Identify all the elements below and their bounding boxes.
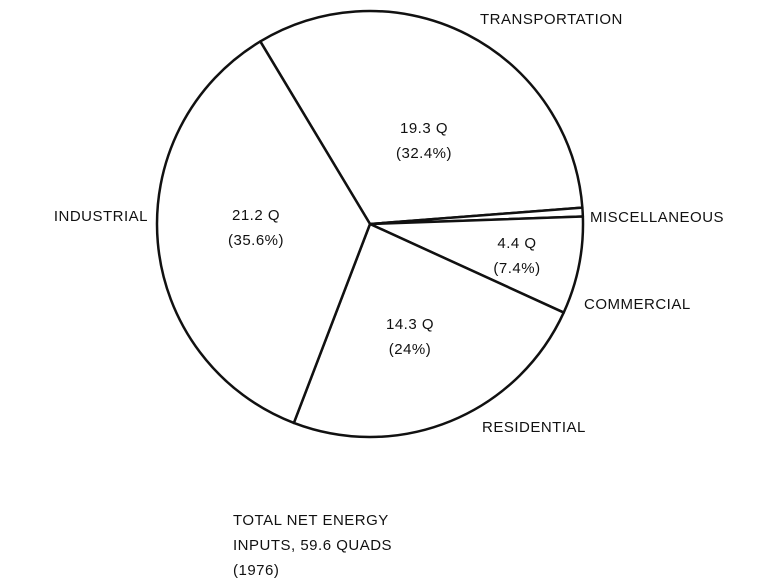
category-label: RESIDENTIAL bbox=[482, 419, 586, 436]
percent-label: (32.4%) bbox=[396, 145, 452, 162]
value-label: 21.2 Q bbox=[232, 207, 280, 224]
pie-slice bbox=[259, 9, 584, 226]
pie-slice bbox=[155, 40, 372, 425]
category-label: COMMERCIAL bbox=[584, 296, 691, 313]
category-label: MISCELLANEOUS bbox=[590, 209, 724, 226]
value-label: 4.4 Q bbox=[497, 235, 536, 252]
value-label: 14.3 Q bbox=[386, 316, 434, 333]
category-label: INDUSTRIAL bbox=[54, 208, 148, 225]
percent-label: (7.4%) bbox=[493, 260, 540, 277]
percent-label: (24%) bbox=[389, 341, 432, 358]
pie-slice bbox=[292, 222, 565, 439]
caption-line: (1976) bbox=[233, 562, 279, 579]
caption-line: TOTAL NET ENERGY bbox=[233, 512, 389, 529]
percent-label: (35.6%) bbox=[228, 232, 284, 249]
pie-slice bbox=[368, 215, 585, 314]
category-label: TRANSPORTATION bbox=[480, 11, 623, 28]
caption-line: INPUTS, 59.6 QUADS bbox=[233, 537, 392, 554]
value-label: 19.3 Q bbox=[400, 120, 448, 137]
